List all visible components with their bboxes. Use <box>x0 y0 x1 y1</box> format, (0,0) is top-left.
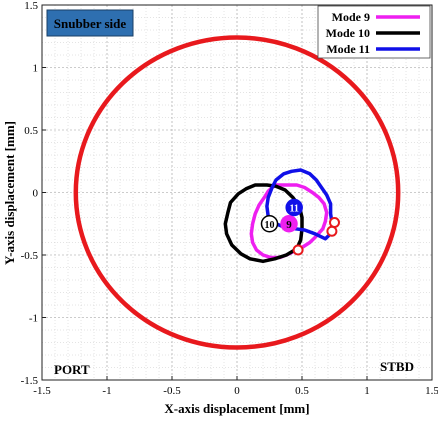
y-tick-label: 0 <box>33 188 39 200</box>
start-point-mode-11 <box>326 225 338 237</box>
y-tick-label: -0.5 <box>21 250 39 262</box>
snubber-side-box: Snubber side <box>46 9 134 37</box>
mode-marker-label-10: 10 <box>265 220 275 231</box>
mode-marker-label-9: 9 <box>286 219 292 231</box>
mode-marker-11 <box>285 198 303 217</box>
clearance-circle <box>73 35 401 350</box>
legend-label-mode-9: Mode 9 <box>332 10 370 24</box>
x-tick-label: 0 <box>234 385 240 397</box>
start-point-mode-10 <box>292 244 304 256</box>
mode-marker-9 <box>280 215 298 233</box>
orbit-mode-11 <box>265 168 334 241</box>
y-tick-label: 0.5 <box>24 125 38 137</box>
tick-layer: -1.5 -1 -0.5 0 0.5 1 1.5 -1.5 -1 -0.5 0 0.5 1 1.5 <box>21 0 438 397</box>
x-axis-label: X-axis displacement [mm] <box>164 401 309 416</box>
x-tick-label: -1 <box>102 385 111 397</box>
y-tick-label: -1.5 <box>21 375 39 387</box>
marker-layer: 9 11 10 <box>260 198 340 256</box>
legend: Mode 9 Mode 10 Mode 11 <box>317 5 431 59</box>
y-tick-label: -1 <box>29 313 38 325</box>
x-tick-label: 0.5 <box>295 385 309 397</box>
start-point-mode-9 <box>329 217 340 228</box>
port-label: PORT <box>54 362 90 377</box>
y-axis-label: Y-axis displacement [mm] <box>2 121 17 265</box>
x-tick-label: 1 <box>364 385 370 397</box>
snubber-side-label: Snubber side <box>54 16 127 31</box>
legend-label-mode-10: Mode 10 <box>326 26 370 40</box>
mode-marker-label-11: 11 <box>289 204 298 215</box>
stbd-label: STBD <box>380 359 414 374</box>
x-tick-label: 1.5 <box>425 385 438 397</box>
y-tick-label: 1 <box>33 63 39 75</box>
x-tick-label: -1.5 <box>33 385 51 397</box>
mode-marker-10 <box>260 215 279 233</box>
legend-label-mode-11: Mode 11 <box>326 42 370 56</box>
y-tick-label: 1.5 <box>24 0 38 12</box>
x-tick-label: -0.5 <box>163 385 181 397</box>
